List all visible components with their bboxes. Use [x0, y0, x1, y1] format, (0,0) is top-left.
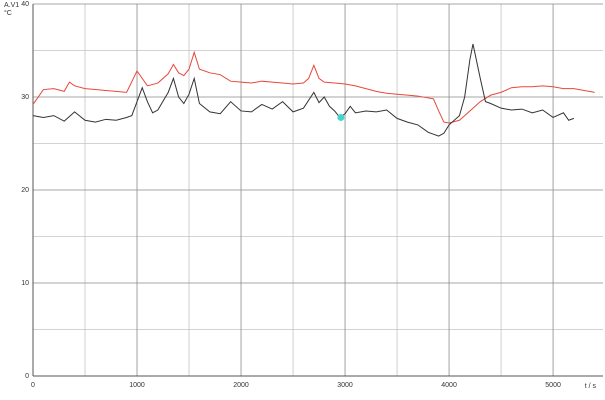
x-axis-label: t / s — [585, 383, 597, 390]
series-line — [32, 50, 595, 124]
y-tick-label: 10 — [21, 280, 29, 287]
cursor-marker — [337, 113, 345, 121]
x-tick-label: 5000 — [545, 382, 561, 389]
x-tick-label: 3000 — [337, 382, 353, 389]
y-tick-label: 0 — [25, 373, 29, 380]
y-tick-label: 30 — [21, 94, 29, 101]
x-tick-label: 0 — [31, 382, 35, 389]
series-line — [32, 43, 575, 137]
y-tick-label: 40 — [21, 1, 29, 8]
y-tick-label: 20 — [21, 187, 29, 194]
y-axis-unit: °C — [4, 9, 12, 17]
x-tick-label: 4000 — [441, 382, 457, 389]
y-axis-label: A.V1 — [4, 2, 19, 9]
x-tick-label: 2000 — [233, 382, 249, 389]
x-tick-label: 1000 — [129, 382, 145, 389]
